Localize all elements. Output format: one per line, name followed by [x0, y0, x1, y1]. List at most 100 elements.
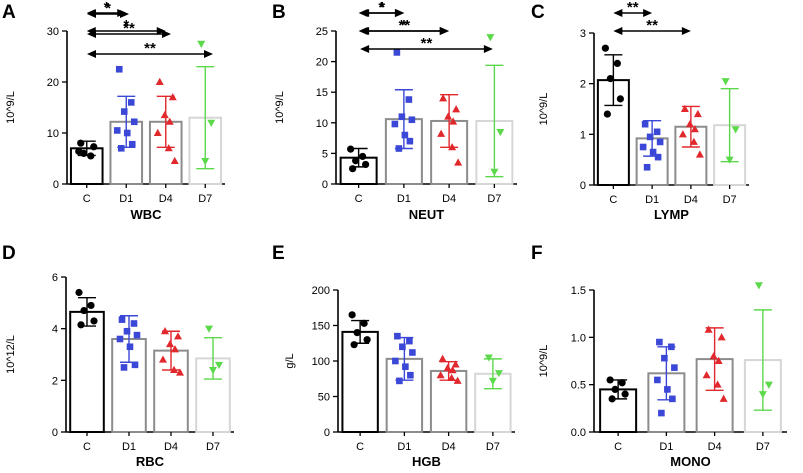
data-point-D1	[664, 386, 671, 393]
x-tick-label: D7	[756, 441, 770, 453]
data-point-D1	[649, 148, 657, 156]
data-point-D1	[654, 376, 661, 384]
panel-letter: B	[272, 2, 286, 23]
data-point-D1	[131, 361, 139, 369]
arrowhead-right	[395, 9, 405, 17]
data-point-C	[360, 319, 368, 327]
x-tick-label: C	[609, 194, 617, 206]
significance-label: *	[105, 0, 111, 17]
arrowhead-left	[87, 50, 96, 58]
x-tick-label: D1	[397, 193, 411, 205]
data-point-D7	[721, 78, 730, 86]
y-tick-label: 0	[580, 180, 586, 192]
data-point-C	[349, 165, 357, 173]
data-point-D1	[656, 138, 664, 146]
data-point-D4	[685, 120, 694, 128]
data-point-D4	[453, 376, 462, 384]
arrowhead-right	[204, 50, 213, 58]
data-point-D7	[764, 381, 773, 389]
data-point-D1	[123, 327, 131, 335]
significance-label: **	[421, 35, 433, 52]
data-point-D7	[486, 34, 495, 42]
data-point-D1	[113, 127, 121, 134]
y-tick-label: 150	[312, 321, 330, 333]
significance-label: **	[627, 0, 639, 16]
data-point-D4	[448, 143, 457, 151]
y-tick-label: 6	[52, 272, 58, 284]
data-point-D1	[661, 354, 668, 362]
data-point-D7	[207, 119, 216, 127]
data-point-D4	[166, 339, 174, 348]
x-tick-label: D1	[659, 441, 673, 453]
x-tick-label: D7	[723, 194, 737, 206]
data-point-D1	[123, 129, 131, 137]
data-point-D4	[704, 325, 713, 333]
arrowhead-right	[439, 27, 449, 35]
y-tick-label: 0	[324, 427, 330, 439]
data-point-C	[87, 301, 95, 310]
y-axis-label: 10^9/L	[538, 93, 550, 126]
data-point-D4	[176, 368, 184, 376]
data-point-D1	[401, 131, 409, 139]
y-tick-label: 25	[316, 26, 328, 38]
data-point-D4	[713, 380, 722, 388]
y-tick-label: 1	[580, 129, 586, 141]
x-axis-label: MONO	[670, 454, 710, 469]
data-point-D7	[758, 391, 767, 399]
x-tick-label: D4	[442, 441, 456, 453]
significance-bracket: **	[360, 35, 493, 53]
data-point-C	[621, 390, 629, 398]
data-point-D1	[402, 363, 409, 370]
significance-bracket: *	[360, 0, 405, 17]
data-point-D4	[678, 130, 687, 138]
data-point-D7	[201, 158, 210, 166]
x-axis-label: NEUT	[409, 207, 444, 222]
data-point-D1	[671, 364, 678, 371]
data-point-D1	[668, 343, 675, 351]
x-tick-label: C	[355, 193, 363, 205]
data-point-D7	[215, 361, 223, 370]
data-point-D7	[488, 377, 497, 386]
significance-label: **	[646, 17, 658, 34]
data-point-D1	[398, 113, 406, 120]
data-point-D1	[653, 128, 661, 136]
data-point-D4	[161, 327, 169, 335]
x-tick-label: D4	[159, 193, 173, 205]
data-point-D7	[496, 128, 505, 137]
data-point-D1	[126, 343, 134, 351]
data-point-D7	[725, 156, 734, 164]
data-point-D1	[654, 153, 662, 161]
significance-label: *	[123, 17, 129, 34]
data-point-D7	[754, 282, 763, 290]
data-point-D4	[168, 93, 177, 101]
data-point-D4	[714, 356, 723, 364]
arrowhead-right	[643, 9, 653, 17]
x-tick-label: C	[83, 441, 91, 453]
x-tick-label: C	[614, 441, 622, 453]
y-tick-label: 2	[52, 375, 58, 387]
y-tick-label: 30	[47, 26, 59, 38]
data-point-D1	[128, 140, 136, 148]
data-point-D4	[454, 158, 463, 166]
data-point-D1	[392, 357, 399, 365]
data-point-D1	[658, 409, 665, 417]
y-tick-label: 1.0	[571, 332, 586, 344]
data-point-D4	[165, 117, 174, 125]
significance-label: *	[401, 17, 407, 34]
data-point-D4	[443, 363, 452, 372]
significance-label: *	[378, 0, 384, 16]
y-tick-label: 50	[318, 392, 330, 404]
significance-label: **	[123, 20, 135, 37]
data-point-C	[601, 44, 609, 52]
arrowhead-right	[120, 10, 129, 18]
significance-bracket: **	[87, 40, 213, 58]
data-point-D4	[171, 345, 179, 353]
significance-bracket: **	[360, 17, 449, 35]
data-point-D1	[641, 120, 649, 128]
arrowhead-left	[87, 30, 96, 38]
y-tick-label: 0	[52, 427, 58, 439]
data-point-C	[90, 317, 98, 325]
data-point-D1	[396, 377, 403, 385]
